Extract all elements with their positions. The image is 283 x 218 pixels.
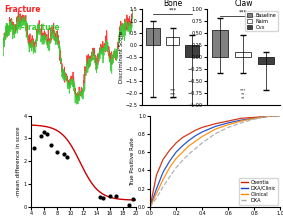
Point	[98, 195, 102, 199]
Point	[45, 132, 50, 136]
Legend: Baseline, Naim, Ovx: Baseline, Naim, Ovx	[245, 11, 278, 31]
Point	[55, 150, 60, 154]
Text: ***
**
**: *** ** **	[240, 89, 246, 101]
Point	[39, 134, 43, 138]
Point	[114, 194, 119, 198]
Text: ***: ***	[239, 9, 248, 14]
Point	[65, 155, 69, 158]
Text: Non-fracture: Non-fracture	[4, 23, 60, 32]
Point	[108, 194, 112, 198]
Y-axis label: -mean difference in score: -mean difference in score	[16, 126, 21, 197]
Point	[130, 197, 135, 201]
Point	[42, 130, 46, 133]
Point	[62, 153, 66, 156]
Text: ***
***
***: *** *** ***	[170, 89, 176, 101]
Text: Fracture: Fracture	[4, 5, 41, 14]
Text: ***: ***	[168, 7, 177, 12]
Bar	[146, 28, 160, 45]
Bar	[258, 57, 275, 64]
Title: Bone: Bone	[163, 0, 182, 8]
Bar	[185, 45, 199, 57]
Point	[127, 203, 132, 207]
Y-axis label: Discriminant Score: Discriminant Score	[119, 31, 124, 83]
Y-axis label: True Positive Rate: True Positive Rate	[130, 137, 135, 186]
Bar	[212, 30, 228, 57]
Legend: Osentia, DXA/Clinic, Clinical, DXA: Osentia, DXA/Clinic, Clinical, DXA	[239, 178, 278, 205]
Point	[48, 144, 53, 147]
Bar	[166, 37, 179, 45]
Point	[101, 196, 105, 200]
Point	[32, 146, 37, 149]
Title: Claw: Claw	[234, 0, 253, 8]
Bar	[235, 52, 251, 57]
